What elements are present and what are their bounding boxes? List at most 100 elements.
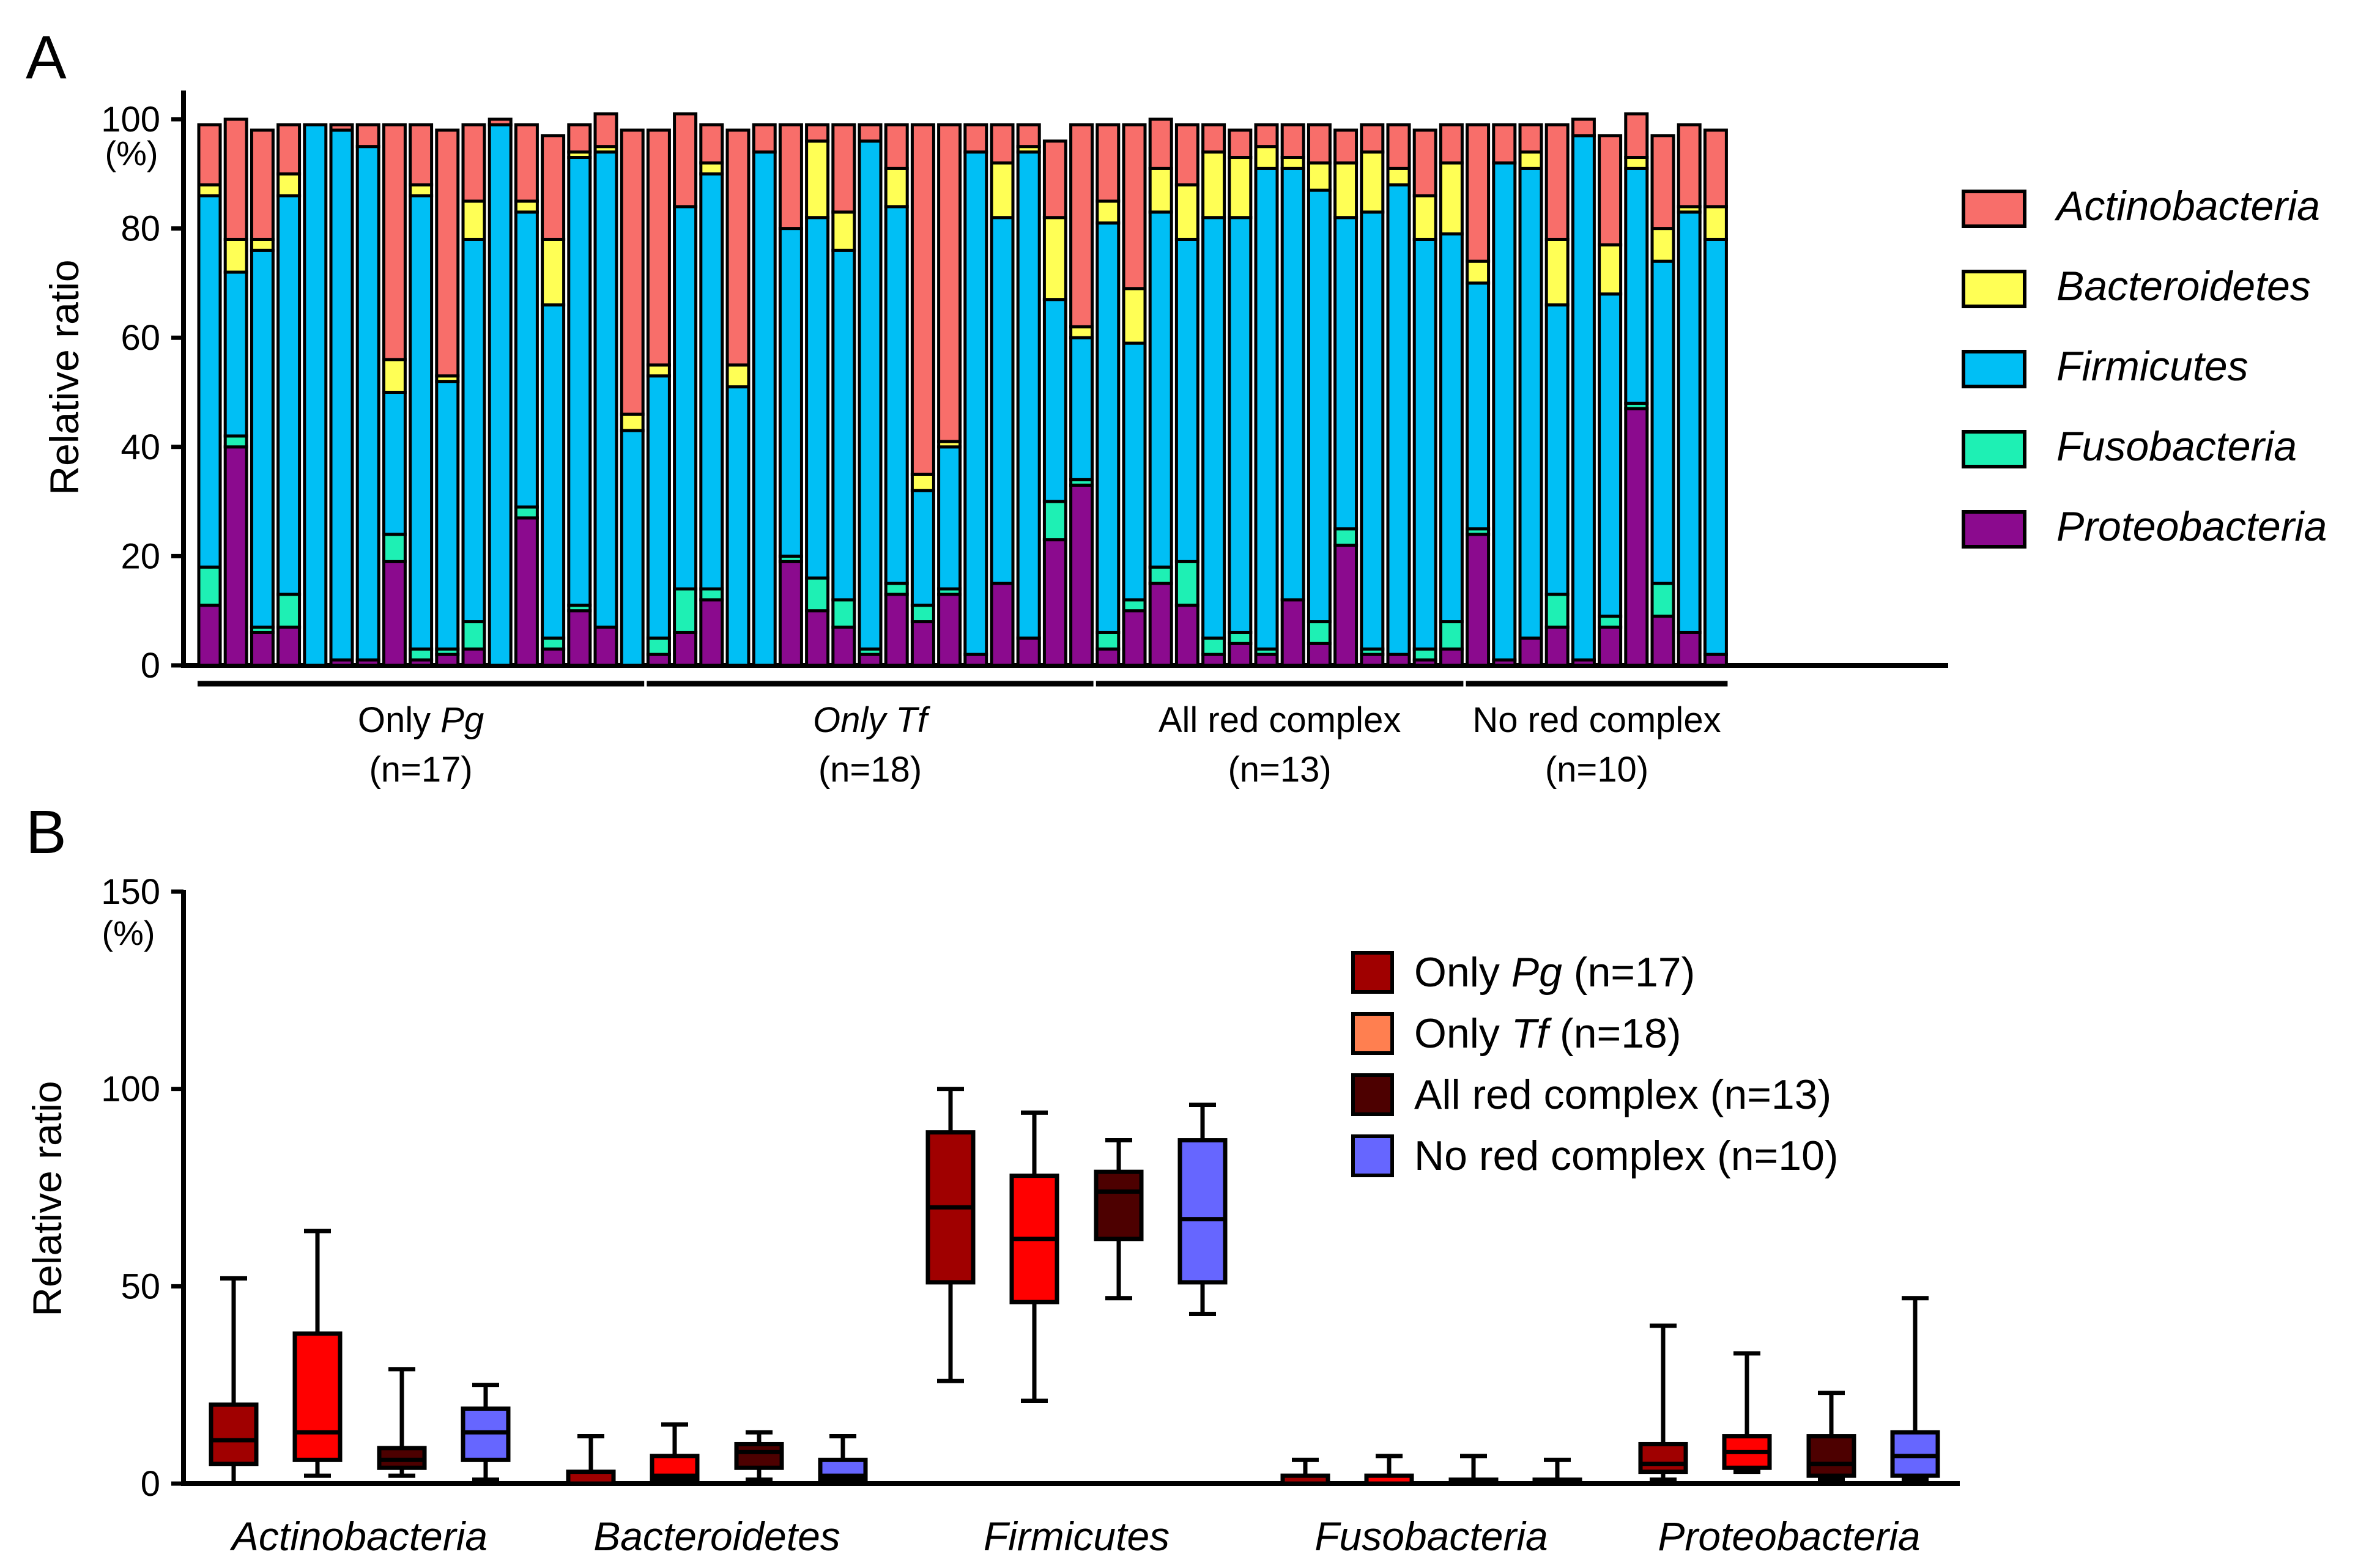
bar-segment-proteobacteria <box>1360 653 1385 667</box>
bar-segment-proteobacteria <box>593 625 618 667</box>
bar-segment-proteobacteria <box>858 653 883 667</box>
bar-segment-firmicutes <box>778 227 803 558</box>
bar-segment-proteobacteria <box>461 647 486 667</box>
bar-segment-bacteroidetes <box>1280 156 1305 170</box>
bar-segment-actinobacteria <box>1544 123 1570 241</box>
bar-segment-bacteroidetes <box>382 358 407 394</box>
box-iqr <box>1638 1441 1688 1474</box>
legend-label: Only Tf (n=18) <box>1414 1010 1681 1057</box>
box-iqr <box>734 1441 784 1470</box>
legend-swatch <box>1351 1134 1394 1177</box>
panel-b-y-tick-label: 150 <box>101 872 160 912</box>
bar-segment-firmicutes <box>567 156 592 607</box>
bar-segment-actinobacteria <box>1333 128 1359 165</box>
legend-label: Only Pg (n=17) <box>1414 949 1695 996</box>
bar-segment-bacteroidetes <box>1201 150 1226 220</box>
bar-segment-proteobacteria <box>1677 631 1702 667</box>
bar-segment-firmicutes <box>831 248 856 602</box>
bar-segment-fusobacteria <box>514 505 539 520</box>
bar-segment-fusobacteria <box>409 647 434 662</box>
panel-b-x-tick-label: Fusobacteria <box>1314 1514 1548 1559</box>
bar-segment-actinobacteria <box>1307 123 1332 165</box>
bar-segment-proteobacteria <box>197 604 222 667</box>
bar-segment-bacteroidetes <box>541 237 566 307</box>
panel-b-y-tick-label: 100 <box>101 1070 160 1109</box>
bar-segment-actinobacteria <box>1571 117 1596 138</box>
bar-segment-bacteroidetes <box>725 363 751 389</box>
bar-segment-fusobacteria <box>884 582 909 596</box>
bar-segment-actinobacteria <box>990 123 1015 165</box>
bar-segment-actinobacteria <box>1412 128 1437 198</box>
bar-segment-actinobacteria <box>1598 134 1623 246</box>
legend-swatch-firmicutes <box>1962 350 2026 388</box>
bar-segment-proteobacteria <box>1069 483 1094 667</box>
bar-segment-bacteroidetes <box>910 472 935 492</box>
legend-swatch <box>1351 1012 1394 1055</box>
bar-segment-firmicutes <box>1174 237 1199 563</box>
bar-segment-bacteroidetes <box>1069 325 1094 339</box>
bar-segment-proteobacteria <box>223 445 248 667</box>
bar-segment-bacteroidetes <box>1544 237 1570 307</box>
bar-segment-actinobacteria <box>1201 123 1226 154</box>
group-label: Only Tf <box>813 700 931 740</box>
bar-segment-fusobacteria <box>223 434 248 449</box>
bar-segment-firmicutes <box>435 380 460 651</box>
bar-segment-firmicutes <box>1571 134 1596 662</box>
bar-segment-bacteroidetes <box>1122 287 1147 345</box>
panel-b-x-tick-label: Bacteroidetes <box>593 1514 840 1559</box>
bar-segment-proteobacteria <box>435 653 460 667</box>
bar-segment-bacteroidetes <box>1148 166 1173 214</box>
bar-segment-proteobacteria <box>1016 636 1041 667</box>
group-label-main: No red complex <box>1472 700 1721 740</box>
panel-a-y-unit: (%) <box>105 134 158 172</box>
group-n-label: (n=18) <box>818 750 922 790</box>
bar-segment-fusobacteria <box>197 565 222 607</box>
bar-segment-fusobacteria <box>1228 631 1253 645</box>
panel-b-y-tick-label: 0 <box>141 1464 160 1504</box>
bar-segment-proteobacteria <box>541 647 566 667</box>
bar-segment-proteobacteria <box>1386 653 1411 667</box>
bar-segment-actinobacteria <box>276 123 302 176</box>
panel-b-x-tick-label: Proteobacteria <box>1658 1514 1920 1559</box>
bar-segment-firmicutes <box>1016 150 1041 640</box>
bar-segment-firmicutes <box>1280 166 1305 602</box>
bar-segment-firmicutes <box>1228 216 1253 634</box>
legend-label-italic: Pg <box>1511 949 1562 996</box>
legend-swatch-actinobacteria <box>1962 190 2026 228</box>
bar-segment-firmicutes <box>329 128 354 662</box>
bar-segment-bacteroidetes <box>250 237 275 252</box>
bar-segment-firmicutes <box>910 489 935 607</box>
legend-label: No red complex (n=10) <box>1414 1133 1839 1179</box>
bar-segment-proteobacteria <box>276 625 302 667</box>
legend-label-firmicutes: Firmicutes <box>2056 343 2249 390</box>
bar-segment-proteobacteria <box>805 609 830 667</box>
bar-segment-fusobacteria <box>805 576 830 613</box>
bar-segment-bacteroidetes <box>1703 205 1728 241</box>
bar-segment-firmicutes <box>990 216 1015 585</box>
legend-swatch <box>1351 951 1394 994</box>
bar-segment-fusobacteria <box>1650 582 1675 618</box>
bar-segment-actinobacteria <box>725 128 751 367</box>
bar-segment-actinobacteria <box>1360 123 1385 154</box>
bar-segment-actinobacteria <box>197 123 222 187</box>
bar-segment-firmicutes <box>699 172 724 591</box>
panel-a-stacked-bar-chart: 0 20 40 60 80 100 (%) Relative ratio Only Pg (… <box>42 91 2327 790</box>
bar-segment-fusobacteria <box>673 587 698 634</box>
bar-segment-bacteroidetes <box>197 183 222 198</box>
panel-b-x-tick-label: Actinobacteria <box>229 1514 488 1559</box>
bar-segment-actinobacteria <box>752 123 777 154</box>
bar-segment-firmicutes <box>1360 210 1385 651</box>
group-label: No red complex <box>1472 700 1721 740</box>
bar-segment-actinobacteria <box>1122 123 1147 290</box>
bar-segment-firmicutes <box>1439 232 1464 624</box>
bar-segment-proteobacteria <box>567 609 592 667</box>
bar-segment-bacteroidetes <box>1439 161 1464 236</box>
legend-label-tail: (n=18) <box>1548 1010 1681 1057</box>
bar-segment-proteobacteria <box>1307 642 1332 667</box>
group-n-label: (n=17) <box>369 750 472 790</box>
bar-segment-firmicutes <box>1386 183 1411 656</box>
bar-segment-actinobacteria <box>858 123 883 143</box>
panel-a-y-tick-label: 100 <box>101 100 160 139</box>
bar-segment-actinobacteria <box>250 128 275 241</box>
group-label-main: All red complex <box>1159 700 1401 740</box>
